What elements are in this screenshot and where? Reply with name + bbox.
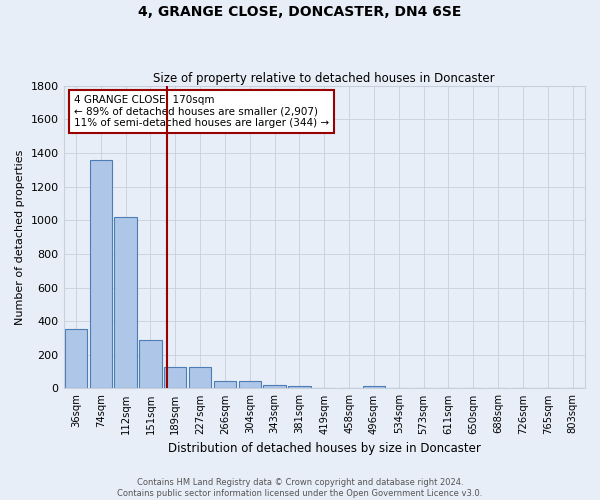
Bar — [288, 386, 311, 388]
Bar — [239, 382, 261, 388]
Bar — [65, 328, 87, 388]
Bar — [89, 160, 112, 388]
Y-axis label: Number of detached properties: Number of detached properties — [15, 150, 25, 324]
Bar — [139, 340, 161, 388]
Bar — [263, 385, 286, 388]
Text: Contains HM Land Registry data © Crown copyright and database right 2024.
Contai: Contains HM Land Registry data © Crown c… — [118, 478, 482, 498]
Text: 4 GRANGE CLOSE: 170sqm
← 89% of detached houses are smaller (2,907)
11% of semi-: 4 GRANGE CLOSE: 170sqm ← 89% of detached… — [74, 94, 329, 128]
Bar — [115, 217, 137, 388]
Text: 4, GRANGE CLOSE, DONCASTER, DN4 6SE: 4, GRANGE CLOSE, DONCASTER, DN4 6SE — [139, 5, 461, 19]
Bar — [189, 366, 211, 388]
Bar — [363, 386, 385, 388]
Bar — [164, 366, 187, 388]
Title: Size of property relative to detached houses in Doncaster: Size of property relative to detached ho… — [154, 72, 495, 85]
X-axis label: Distribution of detached houses by size in Doncaster: Distribution of detached houses by size … — [168, 442, 481, 455]
Bar — [214, 382, 236, 388]
